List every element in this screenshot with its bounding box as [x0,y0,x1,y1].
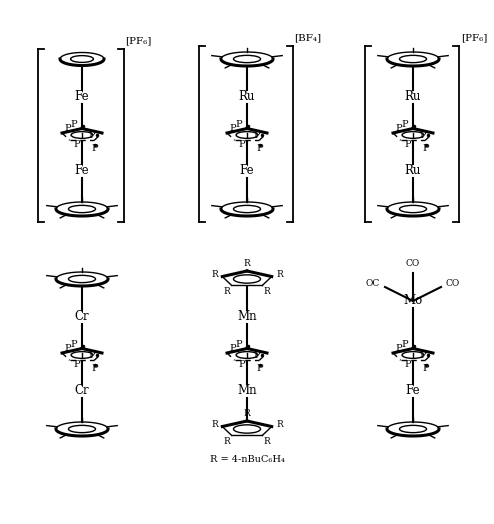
Text: P: P [71,120,78,129]
Text: P: P [405,360,411,369]
Text: R: R [276,269,283,279]
Text: P: P [65,125,71,134]
Text: R: R [264,438,270,446]
Text: Fe: Fe [406,385,420,398]
Text: P: P [230,344,236,354]
Text: P: P [420,132,426,140]
Text: Ru: Ru [405,91,421,104]
Text: Fe: Fe [75,91,89,104]
Text: P: P [253,352,260,361]
Text: R: R [224,288,230,297]
Text: Mn: Mn [237,311,257,323]
Text: P: P [236,120,243,129]
Text: P: P [71,340,78,349]
Text: P: P [405,140,411,149]
Text: OC: OC [366,278,380,288]
Text: Fe: Fe [240,165,254,178]
Text: P: P [238,140,245,149]
Text: R: R [224,438,230,446]
Text: P: P [238,360,245,369]
Text: P: P [396,344,402,354]
Text: R: R [211,420,218,429]
Text: P: P [91,144,98,153]
Text: R: R [264,288,270,297]
Text: R: R [211,269,218,279]
Text: Mo: Mo [404,294,423,308]
Text: P: P [236,340,243,349]
Text: P: P [420,352,426,361]
Text: CO: CO [406,258,420,267]
Text: R = 4-nBuC₆H₄: R = 4-nBuC₆H₄ [209,454,285,464]
Text: P: P [256,144,263,153]
Text: Fe: Fe [75,165,89,178]
Text: CO: CO [446,278,460,288]
Text: Cr: Cr [75,385,89,398]
Text: P: P [253,132,260,140]
Text: P: P [396,125,402,134]
Text: P: P [256,364,263,373]
Text: P: P [73,140,80,149]
Text: P: P [422,364,429,373]
Text: Mn: Mn [237,385,257,398]
Text: P: P [230,125,236,134]
Text: Cr: Cr [75,311,89,323]
Text: [BF₄]: [BF₄] [294,34,322,42]
Text: P: P [88,132,95,140]
Text: Ru: Ru [239,91,255,104]
Text: Ru: Ru [405,165,421,178]
Text: R: R [276,420,283,429]
Text: [PF₆]: [PF₆] [125,37,151,46]
Text: P: P [65,344,71,354]
Text: P: P [422,144,429,153]
Text: P: P [91,364,98,373]
Text: [PF₆]: [PF₆] [461,34,487,42]
Text: R: R [244,258,250,267]
Text: P: P [402,120,409,129]
Text: P: P [402,340,409,349]
Text: P: P [88,352,95,361]
Text: R: R [244,409,250,418]
Text: P: P [73,360,80,369]
